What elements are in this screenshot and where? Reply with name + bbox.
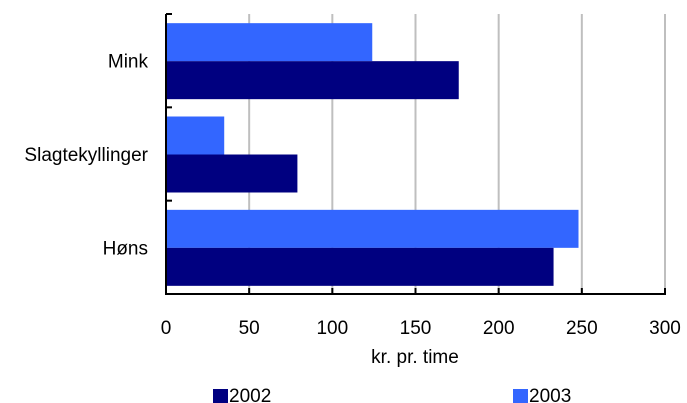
bar-høns-2002 (166, 247, 554, 286)
legend-swatch-2003 (513, 389, 528, 403)
legend-label-2003: 2003 (529, 386, 571, 403)
x-axis-title: kr. pr. time (371, 347, 459, 368)
x-tick-label-300: 300 (649, 318, 681, 339)
legend-swatch-2002 (213, 389, 228, 403)
legend-item-2003: 2003 (513, 386, 571, 403)
bars (166, 23, 579, 286)
category-label-slagtekyllinger: Slagtekyllinger (24, 145, 148, 166)
x-tick-labels: 0 50 100 150 200 250 300 (161, 318, 681, 339)
x-tick-label-150: 150 (400, 318, 432, 339)
x-tick-label-50: 50 (239, 318, 260, 339)
legend-label-2002: 2002 (229, 386, 271, 403)
bar-slagtekyllinger-2003 (166, 116, 225, 155)
x-tick-label-100: 100 (316, 318, 348, 339)
x-tick-label-250: 250 (566, 318, 598, 339)
bar-mink-2003 (166, 23, 373, 62)
legend-item-2002: 2002 (213, 386, 271, 403)
bar-høns-2003 (166, 209, 579, 248)
category-label-mink: Mink (108, 52, 149, 73)
bar-slagtekyllinger-2002 (166, 154, 298, 193)
x-tick-label-200: 200 (483, 318, 515, 339)
category-label-høns: Høns (103, 238, 148, 259)
bar-mink-2002 (166, 61, 459, 100)
axes (165, 13, 666, 295)
category-labels: Mink Slagtekyllinger Høns (24, 52, 148, 260)
legend: 2002 2003 (213, 386, 571, 403)
x-tick-label-0: 0 (161, 318, 172, 339)
